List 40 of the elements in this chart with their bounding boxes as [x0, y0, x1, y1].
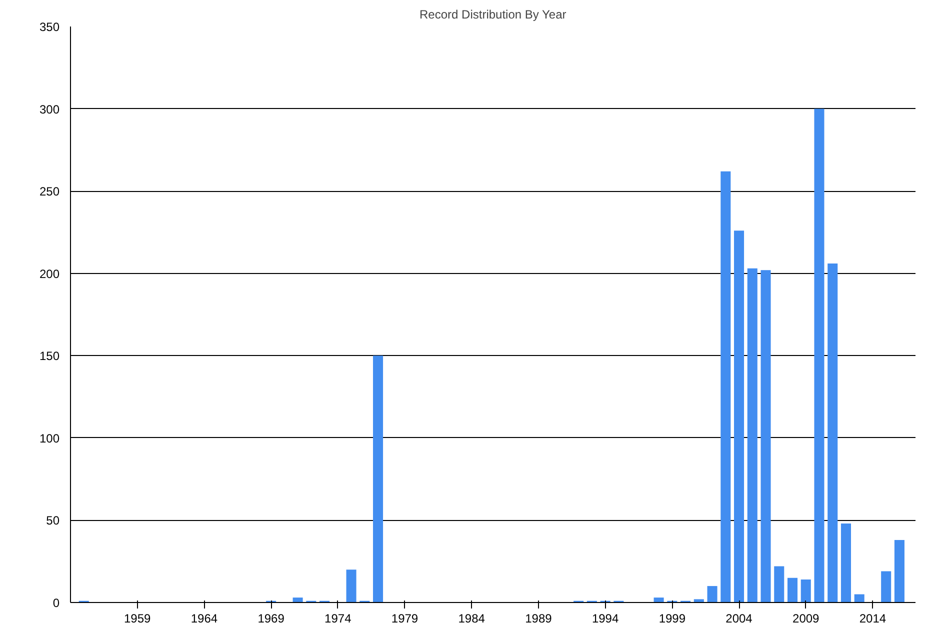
- chart-title: Record Distribution By Year: [420, 8, 566, 22]
- x-tick-label: 2014: [859, 612, 886, 626]
- x-tick-label: 1984: [458, 612, 486, 626]
- x-tick-label: 1969: [258, 612, 285, 626]
- bar: [774, 566, 784, 602]
- x-tick-label: 2009: [792, 612, 820, 626]
- x-tick-label: 2004: [726, 612, 753, 626]
- bar: [881, 571, 892, 602]
- bar: [346, 570, 356, 602]
- bar: [720, 171, 731, 602]
- bar: [292, 598, 303, 602]
- x-tick-label: 1999: [658, 612, 686, 626]
- y-tick-label: 250: [39, 184, 60, 199]
- x-tick-label: 1959: [124, 612, 152, 626]
- x-tick-label: 1989: [525, 612, 552, 626]
- bar: [654, 598, 664, 602]
- y-tick-label: 350: [39, 20, 60, 34]
- x-tick-label: 1964: [190, 612, 218, 626]
- x-tick-label: 1994: [592, 612, 619, 626]
- y-tick-label: 0: [52, 596, 60, 610]
- bar: [787, 578, 798, 602]
- bar: [840, 524, 851, 602]
- bar: [707, 586, 718, 602]
- bar: [694, 599, 704, 602]
- bar: [854, 594, 864, 602]
- bar: [747, 268, 758, 602]
- bar: [894, 540, 904, 602]
- bar: [734, 230, 744, 602]
- y-tick-label: 200: [39, 266, 60, 281]
- y-tick-label: 100: [39, 431, 60, 446]
- bar: [814, 108, 824, 602]
- x-tick-label: 1974: [324, 612, 352, 626]
- y-tick-label: 300: [39, 102, 60, 116]
- y-tick-label: 150: [39, 349, 60, 364]
- bar: [760, 270, 771, 602]
- x-tick-label: 1979: [391, 612, 418, 626]
- y-tick-label: 50: [46, 514, 60, 528]
- bar: [373, 356, 384, 602]
- bar: [828, 263, 838, 602]
- bar: [800, 579, 811, 602]
